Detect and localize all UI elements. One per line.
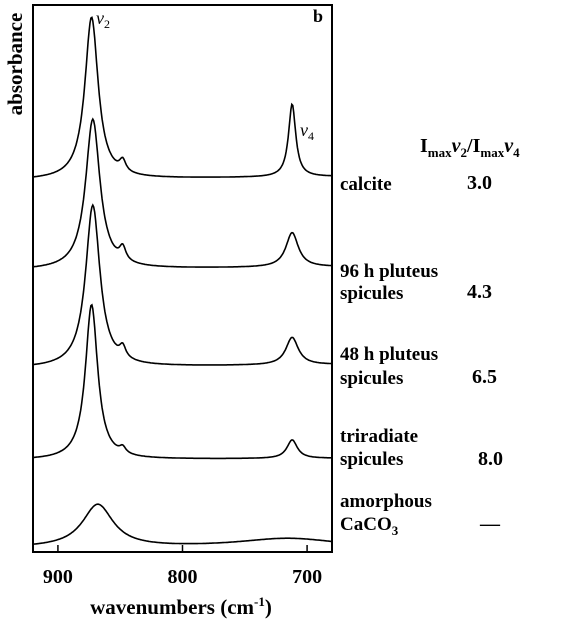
spectrum-line-5 <box>32 503 332 545</box>
spectrum-line-1 <box>32 16 332 178</box>
ratio-header: Imaxν2/Imaxν4 <box>420 135 520 160</box>
series-label-triradiate-line1: triradiate <box>340 426 419 447</box>
peak-annotation-nu4: ν4 <box>300 120 314 143</box>
ratio-value-96h: 4.3 <box>467 281 492 303</box>
x-ticks: 900 800 700 <box>43 545 322 588</box>
panel-label: b <box>313 6 323 26</box>
spectrum-line-3 <box>32 203 332 366</box>
series-label-96h-line2: spicules <box>340 283 404 304</box>
series-label-48h-line2: spicules <box>340 368 404 389</box>
series-label-96h-line1: 96 h pluteus <box>340 261 439 282</box>
ratio-value-triradiate: 8.0 <box>478 448 503 470</box>
peak-annotation-nu2: ν2 <box>96 8 110 31</box>
series-label-amorphous-line2: CaCO3 <box>340 514 399 538</box>
y-axis-label: absorbance <box>3 13 27 116</box>
x-tick-label-900: 900 <box>43 566 73 588</box>
x-axis-label: wavenumbers (cm-1) <box>90 594 272 619</box>
ratio-value-48h: 6.5 <box>472 366 497 388</box>
spectra-group <box>32 16 333 545</box>
ratio-value-amorphous: — <box>480 513 500 535</box>
ratio-value-calcite: 3.0 <box>467 172 492 194</box>
series-label-amorphous-line1: amorphous <box>340 491 432 512</box>
series-label-calcite: calcite <box>340 174 392 195</box>
plot-frame <box>32 4 333 553</box>
x-tick-label-800: 800 <box>168 566 198 588</box>
spectrum-line-2 <box>32 117 332 268</box>
series-label-48h-line1: 48 h pluteus <box>340 344 439 365</box>
series-label-triradiate-line2: spicules <box>340 449 404 470</box>
spectrum-line-4 <box>32 303 333 460</box>
x-tick-label-700: 700 <box>292 566 322 588</box>
